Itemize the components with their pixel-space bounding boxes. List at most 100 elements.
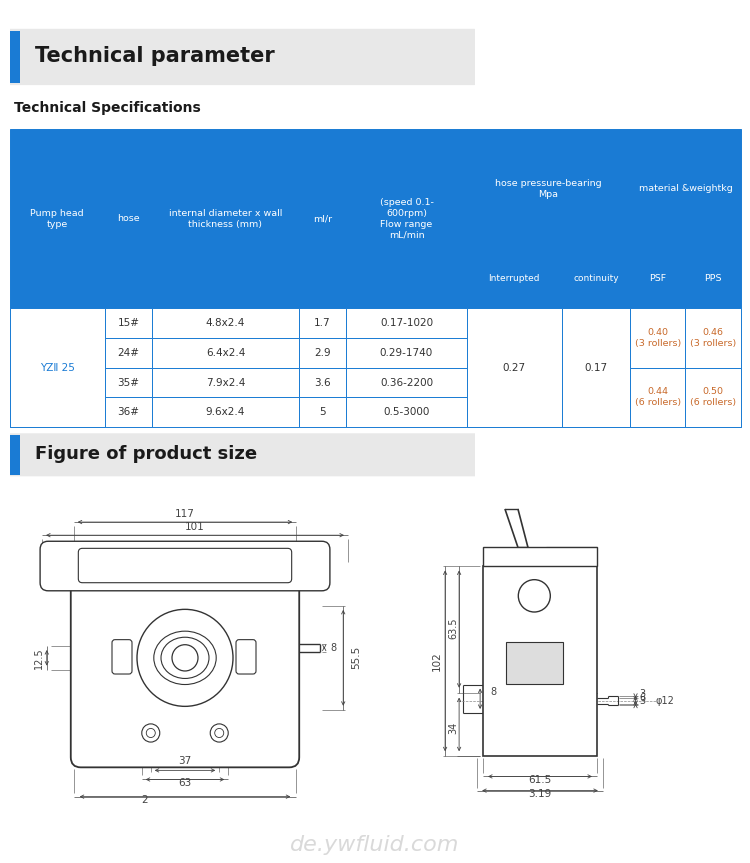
Text: 36#: 36# xyxy=(118,407,140,418)
Bar xyxy=(10,129,105,308)
Bar xyxy=(466,397,562,427)
Bar xyxy=(630,249,686,308)
Circle shape xyxy=(518,580,550,612)
Bar xyxy=(466,338,562,368)
Text: hose pressure-bearing
Mpa: hose pressure-bearing Mpa xyxy=(495,179,602,199)
Bar xyxy=(298,397,346,427)
Bar xyxy=(10,338,105,368)
Text: (speed 0.1-
600rpm)
Flow range
mL/min: (speed 0.1- 600rpm) Flow range mL/min xyxy=(380,198,433,240)
Bar xyxy=(686,308,741,338)
Text: hose: hose xyxy=(117,214,140,224)
Text: 12.5: 12.5 xyxy=(34,647,44,669)
Text: Figure of product size: Figure of product size xyxy=(35,445,257,463)
Text: 117: 117 xyxy=(175,509,195,519)
Bar xyxy=(630,338,686,368)
Text: continuity: continuity xyxy=(573,274,619,283)
Text: ml/r: ml/r xyxy=(313,214,332,224)
Text: φ12: φ12 xyxy=(656,696,674,706)
Text: internal diameter x wall
thickness (mm): internal diameter x wall thickness (mm) xyxy=(169,209,282,229)
Bar xyxy=(483,547,597,565)
Text: 0.40
(3 rollers): 0.40 (3 rollers) xyxy=(634,328,681,348)
Text: 0.27: 0.27 xyxy=(503,362,526,373)
Bar xyxy=(466,249,562,308)
Text: 3.6: 3.6 xyxy=(314,377,331,387)
Bar xyxy=(10,308,105,338)
Text: 2: 2 xyxy=(142,795,148,804)
Text: 102: 102 xyxy=(432,651,442,671)
Text: PSF: PSF xyxy=(649,274,666,283)
Bar xyxy=(10,308,105,427)
Bar xyxy=(562,249,630,308)
Bar xyxy=(152,129,298,308)
Bar xyxy=(506,642,562,683)
Text: YZⅡ 25: YZⅡ 25 xyxy=(40,362,75,373)
Circle shape xyxy=(142,724,160,742)
Text: 2.9: 2.9 xyxy=(314,348,331,358)
Text: Interrupted: Interrupted xyxy=(488,274,540,283)
Text: 63: 63 xyxy=(178,778,192,788)
Text: material &weightkg: material &weightkg xyxy=(638,185,732,193)
Bar xyxy=(105,308,152,338)
Text: 0.17: 0.17 xyxy=(584,362,608,373)
Circle shape xyxy=(172,645,198,671)
Text: 0.17-1020: 0.17-1020 xyxy=(380,318,433,328)
Text: 101: 101 xyxy=(185,522,205,532)
Text: Pump head
type: Pump head type xyxy=(31,209,84,229)
Text: de.ywfluid.com: de.ywfluid.com xyxy=(290,835,460,855)
Bar xyxy=(630,308,686,368)
Text: Technical Specifications: Technical Specifications xyxy=(13,101,200,115)
Text: 1.7: 1.7 xyxy=(314,318,331,328)
Bar xyxy=(346,338,466,368)
Bar xyxy=(630,368,686,397)
Bar xyxy=(562,308,630,427)
Text: PPS: PPS xyxy=(704,274,722,283)
Bar xyxy=(152,368,298,397)
Bar xyxy=(562,397,630,427)
Bar xyxy=(630,397,686,427)
Bar xyxy=(346,397,466,427)
Bar xyxy=(630,129,741,249)
Text: 3: 3 xyxy=(640,696,646,707)
Bar xyxy=(152,338,298,368)
Circle shape xyxy=(137,609,233,706)
Text: 34: 34 xyxy=(448,721,458,734)
Text: 15#: 15# xyxy=(118,318,140,328)
Bar xyxy=(686,338,741,368)
Bar xyxy=(105,397,152,427)
Bar xyxy=(105,368,152,397)
Text: 6: 6 xyxy=(640,693,646,702)
FancyBboxPatch shape xyxy=(0,433,486,476)
FancyBboxPatch shape xyxy=(70,564,299,767)
Bar xyxy=(562,308,630,338)
Bar xyxy=(483,565,597,756)
Bar xyxy=(346,129,466,308)
Bar xyxy=(466,129,630,249)
Bar xyxy=(298,338,346,368)
Text: 63.5: 63.5 xyxy=(448,618,458,639)
Bar xyxy=(298,308,346,338)
Text: 9.6x2.4: 9.6x2.4 xyxy=(206,407,245,418)
Bar xyxy=(466,308,562,427)
Bar xyxy=(105,129,152,308)
Text: 0.5-3000: 0.5-3000 xyxy=(383,407,430,418)
Text: 0.44
(6 rollers): 0.44 (6 rollers) xyxy=(634,387,681,407)
Text: 8: 8 xyxy=(490,687,496,696)
Bar xyxy=(630,308,686,338)
Text: 24#: 24# xyxy=(118,348,140,358)
Text: 37: 37 xyxy=(178,756,192,766)
FancyBboxPatch shape xyxy=(0,28,486,85)
Text: 0.46
(3 rollers): 0.46 (3 rollers) xyxy=(690,328,736,348)
Bar xyxy=(298,368,346,397)
Bar xyxy=(105,338,152,368)
Bar xyxy=(686,249,741,308)
FancyBboxPatch shape xyxy=(40,541,330,591)
Bar xyxy=(10,435,20,475)
Bar xyxy=(10,30,20,84)
Bar xyxy=(686,308,741,368)
Text: 8: 8 xyxy=(330,643,336,652)
Bar xyxy=(630,368,686,427)
Text: 35#: 35# xyxy=(118,377,140,387)
Text: 5: 5 xyxy=(319,407,326,418)
Text: Technical parameter: Technical parameter xyxy=(35,46,275,66)
Bar xyxy=(346,308,466,338)
